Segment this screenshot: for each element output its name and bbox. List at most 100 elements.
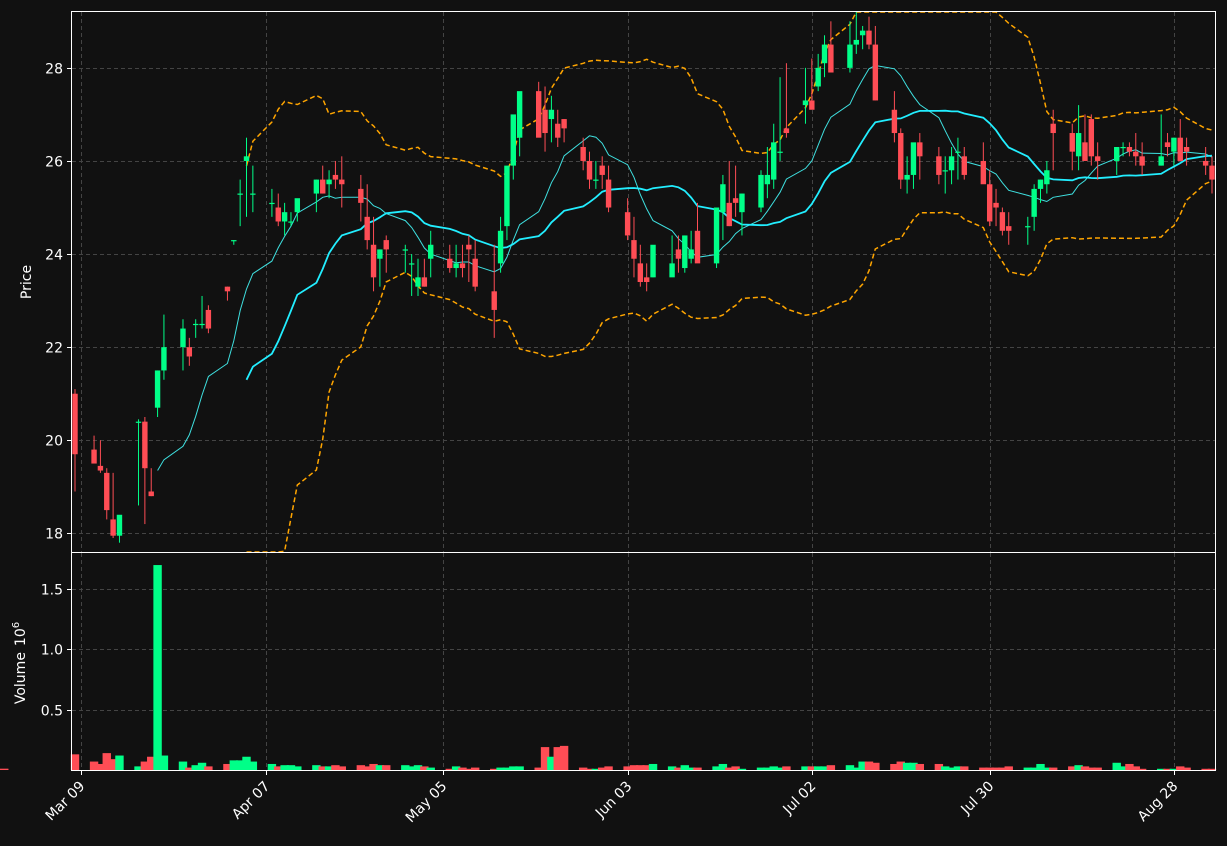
candle-body bbox=[948, 156, 955, 171]
volume-tick-label: 1.5 bbox=[41, 583, 63, 599]
candle-body bbox=[104, 472, 110, 511]
candle-body bbox=[326, 179, 332, 185]
volume-bar bbox=[401, 765, 410, 770]
price-y-axis-label: Price bbox=[19, 265, 35, 299]
volume-bar bbox=[407, 766, 416, 770]
candle-body bbox=[872, 44, 879, 101]
candle bbox=[91, 435, 97, 464]
candle bbox=[986, 170, 993, 227]
volume-bar bbox=[1074, 765, 1083, 770]
candle bbox=[859, 25, 866, 50]
candle bbox=[421, 258, 428, 287]
candle-body bbox=[555, 123, 561, 138]
candle-body bbox=[192, 323, 199, 326]
volume-bar bbox=[642, 765, 651, 770]
candle-body bbox=[320, 179, 326, 194]
candle bbox=[1094, 142, 1101, 180]
volume-bar bbox=[337, 766, 346, 770]
volume-bar bbox=[451, 766, 461, 770]
candle-body bbox=[91, 449, 97, 464]
candle-body bbox=[135, 421, 142, 423]
candle bbox=[847, 21, 853, 73]
candle-body bbox=[269, 202, 275, 205]
candle-body bbox=[281, 212, 288, 222]
candle-body bbox=[154, 370, 161, 408]
candle-body bbox=[364, 216, 370, 241]
volume-bar bbox=[147, 756, 156, 770]
candle bbox=[866, 16, 872, 50]
candle-body bbox=[370, 244, 377, 278]
candle bbox=[510, 114, 516, 180]
candle bbox=[180, 319, 186, 371]
candle bbox=[408, 254, 415, 296]
volume-bar bbox=[375, 765, 385, 770]
candle bbox=[872, 25, 879, 101]
candle-body bbox=[243, 156, 250, 161]
candle-body bbox=[110, 519, 116, 536]
candle bbox=[161, 314, 167, 380]
candle bbox=[980, 142, 987, 185]
volume-bar bbox=[1201, 768, 1210, 770]
candle bbox=[294, 198, 301, 222]
candle-body bbox=[637, 263, 644, 282]
candle bbox=[593, 160, 599, 189]
volume-bar bbox=[362, 766, 372, 770]
candle bbox=[320, 165, 326, 194]
volume-bar bbox=[915, 763, 925, 770]
candlesticks bbox=[72, 12, 1215, 543]
candle bbox=[815, 53, 821, 92]
volume-bar bbox=[470, 767, 480, 770]
lower-band-line bbox=[246, 180, 1213, 553]
candle bbox=[1158, 114, 1164, 166]
volume-bar bbox=[896, 761, 905, 770]
volume-bar bbox=[731, 766, 740, 770]
candle-body bbox=[1082, 142, 1088, 161]
candle-body bbox=[1126, 147, 1133, 152]
candle bbox=[732, 165, 739, 217]
candle-body bbox=[904, 174, 910, 180]
candle bbox=[1050, 109, 1056, 171]
candle-body bbox=[720, 184, 726, 213]
candle-body bbox=[237, 193, 243, 195]
candle bbox=[1171, 137, 1177, 166]
volume-bar bbox=[598, 767, 607, 770]
candle-body bbox=[1075, 133, 1082, 157]
candle bbox=[631, 216, 637, 278]
candle-body bbox=[148, 491, 154, 497]
candle bbox=[339, 156, 345, 208]
volume-bar bbox=[286, 765, 296, 770]
candle-body bbox=[402, 249, 409, 251]
candle-body bbox=[453, 263, 459, 269]
candle-body bbox=[339, 179, 345, 185]
candle-body bbox=[1183, 147, 1190, 152]
volume-label-text: Volume bbox=[13, 652, 29, 704]
volume-grid bbox=[72, 553, 1215, 770]
candle bbox=[910, 142, 917, 189]
volume-bar bbox=[648, 763, 658, 770]
candle bbox=[135, 419, 142, 506]
candle-body bbox=[472, 258, 478, 287]
volume-bar bbox=[623, 766, 632, 770]
candle-body bbox=[180, 328, 186, 348]
candle-body bbox=[459, 263, 466, 269]
volume-bar bbox=[540, 747, 550, 770]
candle bbox=[205, 305, 212, 334]
volume-bar bbox=[871, 762, 880, 770]
candle-body bbox=[1171, 137, 1177, 152]
candle-body bbox=[777, 151, 783, 153]
candle bbox=[1202, 147, 1209, 175]
volume-bar bbox=[1125, 763, 1134, 770]
candle bbox=[224, 286, 231, 301]
candle-body bbox=[1069, 133, 1075, 152]
candle-body bbox=[961, 156, 967, 175]
candle bbox=[739, 193, 745, 236]
volume-bar bbox=[947, 767, 956, 770]
candle bbox=[1082, 114, 1088, 161]
candle-body bbox=[847, 44, 853, 68]
candle bbox=[288, 212, 294, 227]
candle-body bbox=[586, 160, 593, 180]
candle bbox=[828, 21, 834, 73]
candle bbox=[535, 81, 542, 138]
volume-bar bbox=[1080, 766, 1090, 770]
volume-bar bbox=[115, 755, 124, 770]
